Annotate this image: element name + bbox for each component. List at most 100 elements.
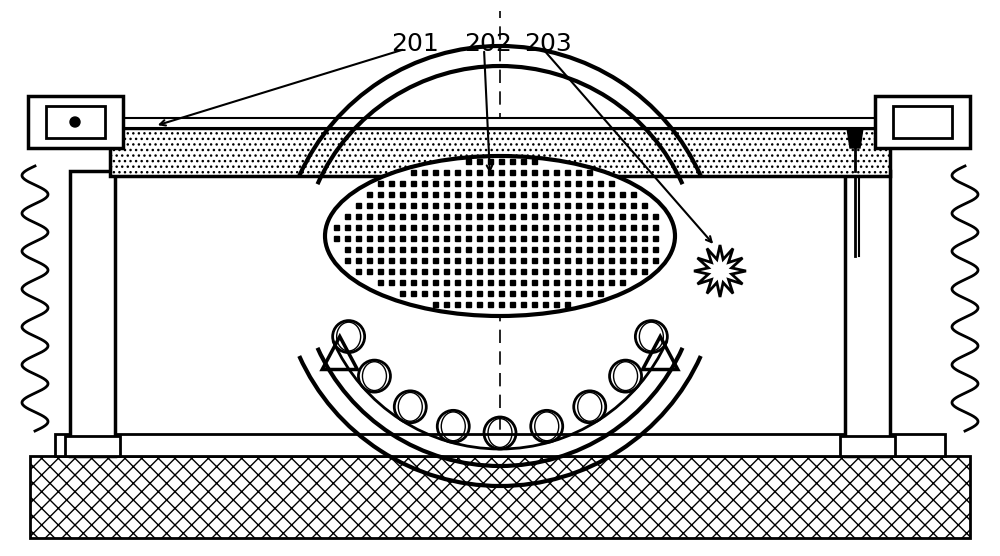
Bar	[356, 225, 361, 230]
Bar	[598, 280, 603, 285]
Bar	[488, 247, 493, 252]
Bar	[532, 225, 537, 230]
Bar	[499, 225, 504, 230]
Bar	[565, 203, 570, 208]
Bar	[554, 247, 559, 252]
Bar	[532, 269, 537, 274]
Bar	[510, 280, 515, 285]
Bar	[587, 203, 592, 208]
Bar	[620, 236, 625, 241]
Bar	[532, 291, 537, 296]
Bar	[411, 214, 416, 219]
Bar	[378, 181, 383, 186]
Bar	[400, 247, 405, 252]
Bar	[378, 225, 383, 230]
Bar	[466, 170, 471, 175]
Bar	[455, 258, 460, 263]
Bar	[345, 258, 350, 263]
Bar	[543, 214, 548, 219]
Bar	[455, 203, 460, 208]
Bar	[631, 203, 636, 208]
Bar	[488, 203, 493, 208]
Bar	[389, 269, 394, 274]
Bar	[554, 302, 559, 307]
Bar	[565, 170, 570, 175]
Bar	[466, 214, 471, 219]
Bar	[642, 269, 647, 274]
Bar	[642, 214, 647, 219]
Bar	[433, 236, 438, 241]
Bar	[565, 225, 570, 230]
Bar	[433, 269, 438, 274]
Bar	[70, 171, 115, 456]
Bar	[356, 269, 361, 274]
Bar	[400, 181, 405, 186]
Bar	[455, 280, 460, 285]
Bar	[345, 236, 350, 241]
Bar	[345, 225, 350, 230]
Bar	[378, 236, 383, 241]
Bar	[477, 258, 482, 263]
Bar	[521, 236, 526, 241]
Bar	[521, 247, 526, 252]
Bar	[576, 291, 581, 296]
Bar	[411, 203, 416, 208]
Bar	[367, 247, 372, 252]
Bar	[543, 291, 548, 296]
Bar	[499, 192, 504, 197]
Bar	[378, 214, 383, 219]
Bar	[609, 225, 614, 230]
Bar	[576, 225, 581, 230]
Bar	[466, 291, 471, 296]
Bar	[642, 225, 647, 230]
Bar	[587, 225, 592, 230]
Bar	[46, 106, 105, 138]
Bar	[543, 280, 548, 285]
Bar	[576, 280, 581, 285]
Bar	[488, 225, 493, 230]
Bar	[499, 159, 504, 164]
Bar	[400, 291, 405, 296]
Bar	[620, 225, 625, 230]
Bar	[422, 280, 427, 285]
Bar	[565, 181, 570, 186]
Bar	[400, 280, 405, 285]
Bar	[587, 280, 592, 285]
Bar	[609, 181, 614, 186]
Bar	[565, 236, 570, 241]
Bar	[510, 302, 515, 307]
Bar	[609, 258, 614, 263]
Bar	[433, 280, 438, 285]
Bar	[488, 236, 493, 241]
Bar	[466, 192, 471, 197]
Bar	[488, 170, 493, 175]
Bar	[543, 247, 548, 252]
Bar	[554, 214, 559, 219]
Bar	[532, 181, 537, 186]
Bar	[543, 170, 548, 175]
Bar	[367, 214, 372, 219]
Bar	[422, 258, 427, 263]
Bar	[875, 96, 970, 148]
Bar	[653, 247, 658, 252]
Bar	[499, 236, 504, 241]
Bar	[598, 247, 603, 252]
Bar	[455, 225, 460, 230]
Bar	[433, 214, 438, 219]
Bar	[510, 192, 515, 197]
Bar	[400, 214, 405, 219]
Bar	[488, 280, 493, 285]
Bar	[521, 291, 526, 296]
Bar	[488, 302, 493, 307]
Bar	[400, 192, 405, 197]
Bar	[532, 258, 537, 263]
Bar	[554, 225, 559, 230]
Bar	[554, 203, 559, 208]
Bar	[411, 291, 416, 296]
Bar	[356, 258, 361, 263]
Bar	[455, 236, 460, 241]
Bar	[510, 236, 515, 241]
Bar	[466, 203, 471, 208]
Bar	[576, 192, 581, 197]
Bar	[422, 236, 427, 241]
